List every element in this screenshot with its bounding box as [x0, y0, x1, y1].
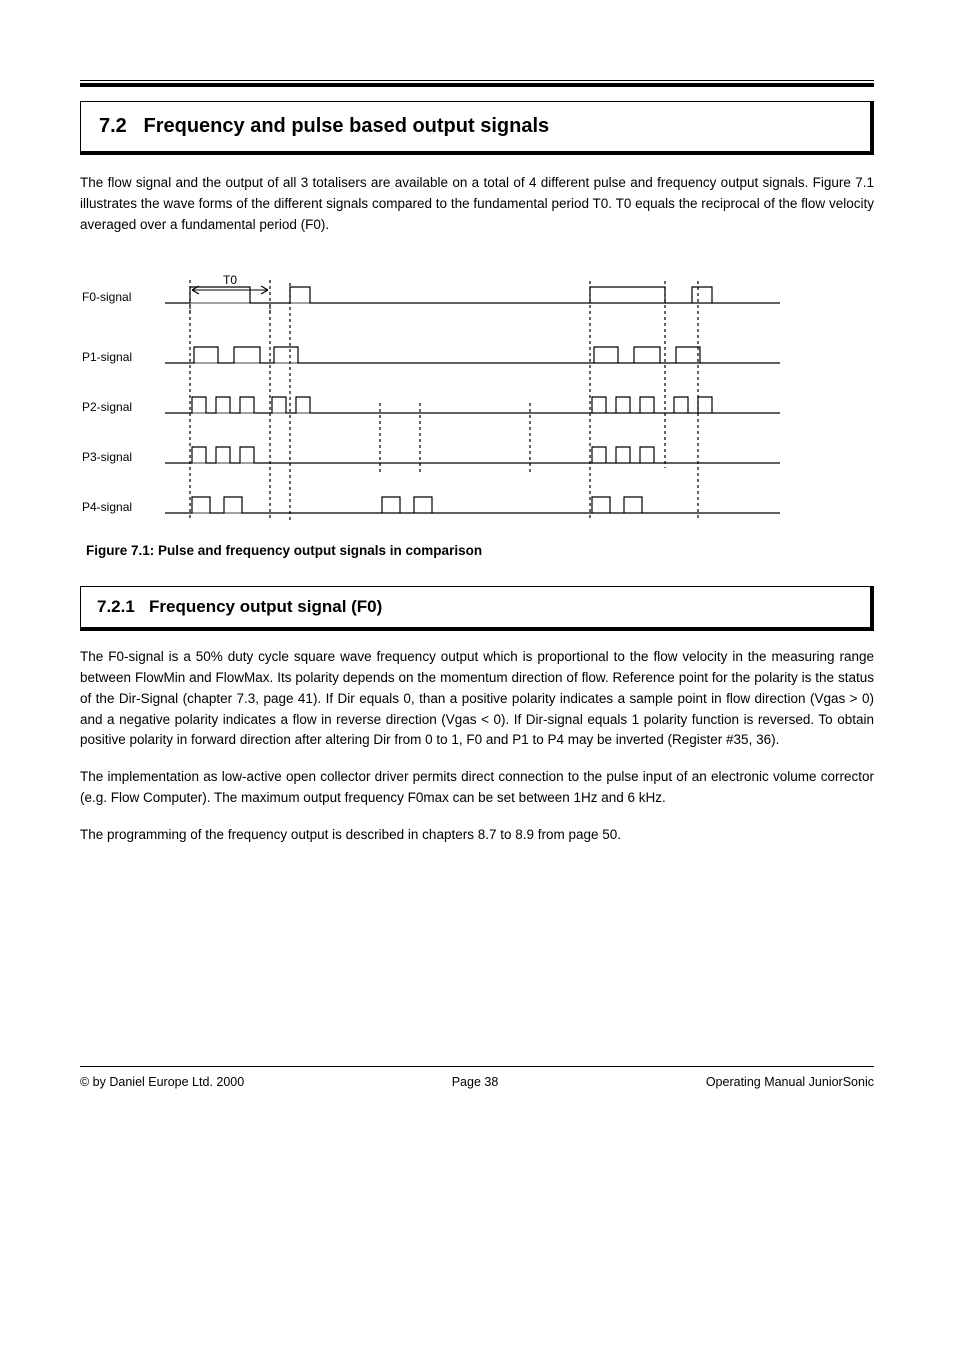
svg-text:P1-signal: P1-signal [82, 350, 132, 364]
section-header: 7.2 Frequency and pulse based output sig… [80, 101, 874, 155]
top-thick-rule [80, 83, 874, 87]
svg-text:P4-signal: P4-signal [82, 500, 132, 514]
body-para-2: The implementation as low-active open co… [80, 767, 874, 809]
subsection-number: 7.2.1 [97, 597, 135, 616]
figure-caption: Figure 7.1: Pulse and frequency output s… [80, 543, 874, 558]
section-intro: The flow signal and the output of all 3 … [80, 173, 874, 236]
subsection-title-text: Frequency output signal (F0) [149, 597, 382, 616]
body-para-1: The F0-signal is a 50% duty cycle square… [80, 647, 874, 752]
body-para-3: The programming of the frequency output … [80, 825, 874, 846]
svg-text:F0-signal: F0-signal [82, 290, 131, 304]
footer: © by Daniel Europe Ltd. 2000 Page 38 Ope… [80, 1075, 874, 1089]
footer-rule [80, 1066, 874, 1067]
timing-diagram: T0 F0-signal P1-signal P2-signal P3-signal P4… [80, 258, 780, 528]
svg-text:P3-signal: P3-signal [82, 450, 132, 464]
section-title-text: Frequency and pulse based output signals [144, 115, 550, 137]
svg-text:P2-signal: P2-signal [82, 400, 132, 414]
top-thin-rule [80, 80, 874, 81]
section-number: 7.2 [99, 115, 127, 137]
subsection-title: 7.2.1 Frequency output signal (F0) [97, 597, 854, 617]
footer-center: Page 38 [452, 1075, 499, 1089]
figure-wrapper: T0 F0-signal P1-signal P2-signal P3-signal P4… [80, 258, 874, 533]
subsection-header: 7.2.1 Frequency output signal (F0) [80, 586, 874, 631]
footer-left: © by Daniel Europe Ltd. 2000 [80, 1075, 244, 1089]
svg-text:T0: T0 [223, 273, 237, 287]
section-title: 7.2 Frequency and pulse based output sig… [99, 115, 852, 138]
footer-right: Operating Manual JuniorSonic [706, 1075, 874, 1089]
